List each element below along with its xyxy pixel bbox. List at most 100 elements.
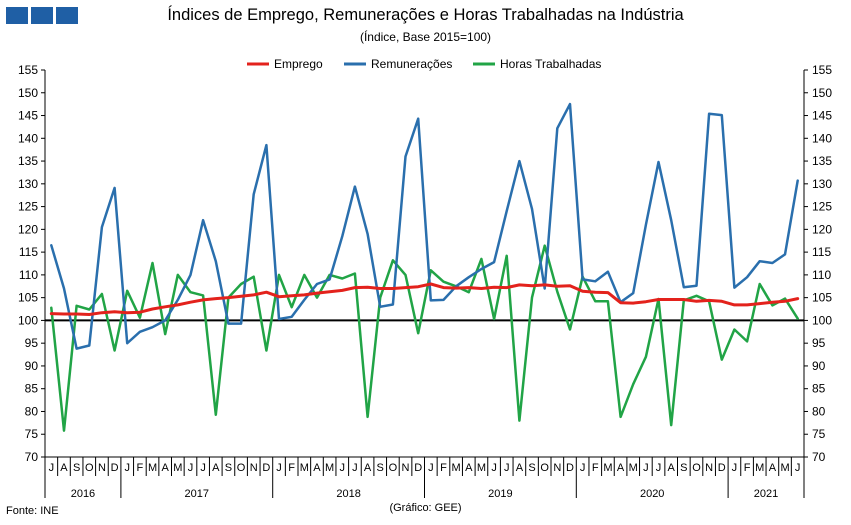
y-tick-label-right: 105 <box>812 291 832 305</box>
x-tick-label: A <box>769 462 777 474</box>
x-tick-label: J <box>124 462 130 474</box>
x-tick-label: J <box>732 462 738 474</box>
x-tick-label: M <box>148 462 157 474</box>
y-tick-label-right: 125 <box>812 200 832 214</box>
y-axis-left: 70 75 80 85 90 95 100 105 110 115 120 125 130 135 140 1… <box>18 63 46 464</box>
logo-block <box>31 7 53 24</box>
logo-block <box>56 7 78 24</box>
y-tick-label-left: 80 <box>25 404 39 418</box>
chart-subtitle: (Índice, Base 2015=100) <box>359 30 492 44</box>
x-tick-label: F <box>288 462 295 474</box>
x-tick-label: N <box>98 462 106 474</box>
y-tick-label-right: 150 <box>812 86 832 100</box>
y-tick-label-right: 120 <box>812 222 832 236</box>
y-tick-label-right: 70 <box>812 450 826 464</box>
x-year-label: 2019 <box>488 488 512 500</box>
x-year-label: 2016 <box>71 488 95 500</box>
x-tick-label: F <box>592 462 599 474</box>
x-tick-label: J <box>200 462 206 474</box>
y-tick-label-right: 100 <box>812 313 832 327</box>
x-tick-label: J <box>340 462 346 474</box>
x-tick-label: A <box>364 462 372 474</box>
y-tick-label-right: 145 <box>812 109 832 123</box>
x-tick-label: D <box>718 462 726 474</box>
y-tick-label-right: 75 <box>812 427 826 441</box>
x-tick-label: M <box>173 462 182 474</box>
x-tick-label: N <box>705 462 713 474</box>
y-tick-label-right: 90 <box>812 359 826 373</box>
x-tick-label: A <box>617 462 625 474</box>
series-line-1 <box>50 102 799 350</box>
y-tick-label-left: 150 <box>18 86 38 100</box>
y-tick-label-left: 95 <box>25 336 39 350</box>
x-tick-label: D <box>566 462 574 474</box>
x-tick-label: M <box>325 462 334 474</box>
x-tick-label: N <box>250 462 258 474</box>
x-tick-label: O <box>692 462 701 474</box>
y-tick-label-right: 110 <box>812 268 831 282</box>
y-tick-label-left: 100 <box>18 313 38 327</box>
series-line-2 <box>50 244 799 432</box>
series-lines <box>45 102 804 432</box>
x-tick-label: M <box>477 462 486 474</box>
y-tick-label-left: 130 <box>18 177 38 191</box>
x-tick-label: A <box>516 462 524 474</box>
y-tick-label-left: 115 <box>19 245 38 259</box>
x-tick-label: M <box>629 462 638 474</box>
x-tick-label: A <box>465 462 473 474</box>
x-tick-label: A <box>162 462 170 474</box>
x-tick-label: D <box>111 462 119 474</box>
x-tick-label: M <box>603 462 612 474</box>
series-line-0 <box>49 282 800 316</box>
x-tick-label: N <box>402 462 410 474</box>
y-tick-label-left: 125 <box>18 200 38 214</box>
x-tick-label: F <box>137 462 144 474</box>
y-tick-label-left: 90 <box>25 359 39 373</box>
x-tick-label: D <box>262 462 270 474</box>
x-tick-label: O <box>540 462 549 474</box>
legend-label-0: Emprego <box>274 57 323 71</box>
legend-label-1: Remunerações <box>371 57 452 71</box>
y-tick-label-left: 85 <box>25 382 39 396</box>
x-tick-label: M <box>300 462 309 474</box>
y-tick-label-right: 140 <box>812 131 832 145</box>
x-year-label: 2017 <box>185 488 209 500</box>
x-tick-label: S <box>377 462 384 474</box>
x-tick-label: S <box>528 462 535 474</box>
brand-logo <box>6 7 78 24</box>
y-tick-label-right: 155 <box>812 63 832 77</box>
x-tick-label: A <box>212 462 220 474</box>
y-tick-label-right: 135 <box>812 154 832 168</box>
x-tick-label: D <box>414 462 422 474</box>
x-tick-label: N <box>553 462 561 474</box>
x-tick-label: J <box>276 462 282 474</box>
x-year-label: 2021 <box>754 488 778 500</box>
x-tick-label: S <box>73 462 80 474</box>
x-tick-label: J <box>643 462 649 474</box>
x-tick-label: J <box>428 462 434 474</box>
y-tick-label-right: 85 <box>812 382 826 396</box>
y-tick-label-left: 75 <box>25 427 39 441</box>
source-note: Fonte: INE <box>6 505 59 517</box>
y-tick-label-left: 145 <box>18 109 38 123</box>
x-tick-label: S <box>680 462 687 474</box>
x-tick-label: J <box>580 462 586 474</box>
x-tick-label: J <box>352 462 358 474</box>
chart-credit: (Gráfico: GEE) <box>389 502 462 514</box>
y-tick-label-left: 155 <box>18 63 38 77</box>
x-tick-label: A <box>60 462 68 474</box>
x-tick-label: M <box>780 462 789 474</box>
y-axis-right: 70 75 80 85 90 95 100 105 110 115 120 125 130 135 140 1… <box>803 63 832 464</box>
y-tick-label-left: 70 <box>25 450 39 464</box>
x-tick-label: O <box>237 462 246 474</box>
x-tick-label: J <box>49 462 55 474</box>
y-tick-label-left: 120 <box>18 222 38 236</box>
x-tick-label: O <box>389 462 398 474</box>
x-tick-label: S <box>225 462 232 474</box>
x-tick-label: A <box>313 462 321 474</box>
x-tick-label: A <box>668 462 676 474</box>
y-tick-label-right: 95 <box>812 336 826 350</box>
chart-legend: Emprego Remunerações Horas Trabalhadas <box>247 57 601 71</box>
y-tick-label-right: 80 <box>812 404 826 418</box>
